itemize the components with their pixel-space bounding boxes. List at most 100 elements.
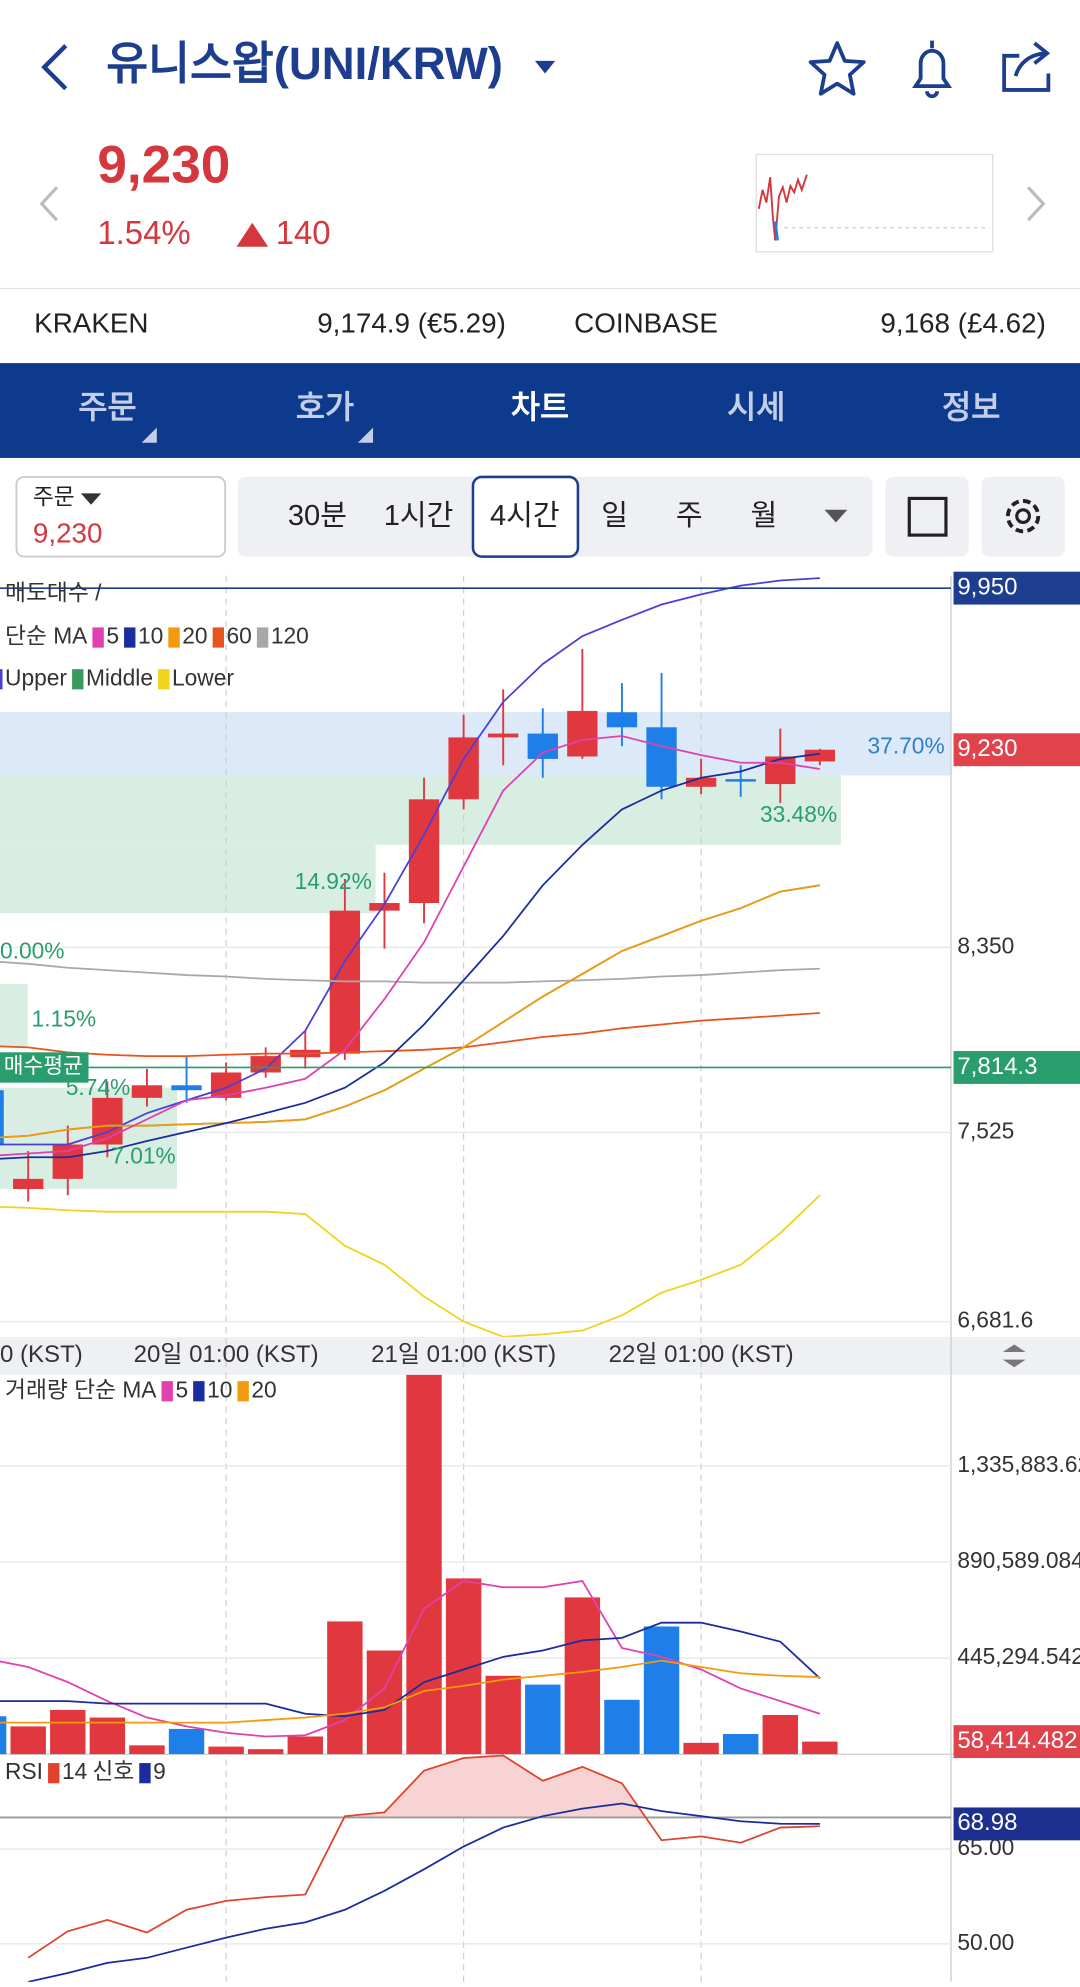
timeframe[interactable]: 월 xyxy=(750,499,777,532)
legend-label: 10 xyxy=(138,623,163,649)
volume-bar xyxy=(208,1746,244,1755)
title[interactable]: 유니스왑(UNI/KRW) xyxy=(106,38,503,89)
fib-label: 7.01% xyxy=(111,1142,176,1168)
order-caret xyxy=(80,493,102,505)
legend-label: 거래량 단순 MA xyxy=(5,1376,157,1402)
time-axis-band xyxy=(0,1336,1080,1375)
y-tick-label: 445,294.542 xyxy=(957,1643,1080,1669)
bell-icon[interactable] xyxy=(912,40,953,99)
tab[interactable]: 차트 xyxy=(511,389,569,425)
fib-zone xyxy=(0,844,376,914)
tab[interactable]: 호가 xyxy=(296,389,354,425)
candle-body xyxy=(448,737,479,800)
volume-bar xyxy=(247,1749,284,1755)
order-box[interactable] xyxy=(15,475,227,558)
timeframe[interactable]: 1시간 xyxy=(384,500,454,532)
title-caret[interactable] xyxy=(534,60,556,74)
volume-bar xyxy=(89,1717,126,1755)
series-line xyxy=(28,1802,820,1982)
tab[interactable]: 주문 xyxy=(78,389,136,425)
legend-label: 단순 MA xyxy=(5,623,88,649)
volume-bar xyxy=(406,1374,442,1755)
candle-body xyxy=(606,712,638,728)
legend-label: 120 xyxy=(271,623,309,649)
series-line xyxy=(0,752,820,1160)
legend-swatch xyxy=(92,627,104,648)
value-marker xyxy=(953,1051,1080,1084)
settings-button[interactable] xyxy=(981,476,1065,557)
series-line xyxy=(0,1012,820,1058)
legend-label: 5 xyxy=(106,623,119,649)
legend-label: 9 xyxy=(153,1758,166,1784)
candle-body xyxy=(52,1144,83,1179)
legend-top: 매도대수 / xyxy=(5,580,102,606)
candle-body xyxy=(13,1178,44,1189)
price: 9,230 xyxy=(97,135,230,194)
timeframe-caret[interactable] xyxy=(824,509,848,523)
x-tick-label: 22일 01:00 (KST) xyxy=(609,1341,794,1368)
volume-bar xyxy=(50,1709,86,1755)
value-marker xyxy=(953,1807,1080,1841)
legend-label: 20 xyxy=(182,623,207,649)
resize-handle[interactable] xyxy=(1002,1344,1026,1368)
volume-bar xyxy=(525,1684,561,1755)
volume-bar xyxy=(643,1626,680,1755)
layout-button[interactable] xyxy=(885,476,969,557)
order-price: 9,230 xyxy=(33,517,103,548)
y-tick-label: 6,681.6 xyxy=(957,1307,1033,1333)
legend-label: 14 xyxy=(62,1758,87,1784)
legend-label: 10 xyxy=(207,1376,232,1402)
fib-label: 0.00% xyxy=(0,937,65,963)
x-tick-label: 20일 01:00 (KST) xyxy=(134,1341,319,1368)
tabs: 주문 호가 차트 시세 정보 xyxy=(78,389,1000,425)
candle-body xyxy=(131,1085,163,1098)
series-line xyxy=(0,735,821,1157)
exchange-price: 9,174.9 (€5.29) xyxy=(317,308,506,339)
value-marker-label: 9,230 xyxy=(957,735,1017,762)
overlay: 0 (KST) 20일 01:00 (KST) 21일 01:00 (KST) 22일… xyxy=(0,571,1080,1955)
series-line xyxy=(27,1754,820,1959)
candle-body xyxy=(171,1085,202,1091)
series-line xyxy=(0,1194,821,1337)
x-tick-label: 21일 01:00 (KST) xyxy=(371,1341,556,1368)
tab[interactable]: 시세 xyxy=(727,389,785,425)
overbought-area xyxy=(28,1755,820,1818)
timeframe[interactable]: 30분 xyxy=(288,500,347,532)
next-button[interactable] xyxy=(1026,186,1046,222)
legend-label: 60 xyxy=(227,623,252,649)
tab-bar xyxy=(0,363,1080,458)
legend-swatch xyxy=(0,669,3,690)
timeframe[interactable]: 주 xyxy=(676,500,703,532)
prev-button[interactable] xyxy=(39,186,59,222)
star-icon[interactable] xyxy=(808,41,866,96)
volume-bar xyxy=(327,1621,363,1755)
timeframes: 30분 1시간 4시간 일 주 월 xyxy=(288,499,777,532)
legend-label: RSI xyxy=(5,1758,43,1784)
back-button[interactable] xyxy=(41,44,68,91)
legend-swatch xyxy=(158,669,170,690)
tag-label: 매수평균 xyxy=(4,1054,83,1078)
value-marker xyxy=(953,1725,1080,1759)
legend-swatch xyxy=(48,1763,60,1784)
candle-body xyxy=(646,727,677,787)
timeframe[interactable]: 4시간 xyxy=(490,500,560,532)
exchange-name: KRAKEN xyxy=(34,308,148,339)
mini-chart[interactable] xyxy=(755,153,994,253)
value-marker-label: 7,814.3 xyxy=(957,1053,1037,1080)
candle-body xyxy=(0,1090,4,1145)
share-icon[interactable] xyxy=(1002,41,1051,92)
volume-bar xyxy=(802,1741,838,1755)
fib-label: 37.70% xyxy=(868,733,945,759)
y-tick-label: 890,589.084 xyxy=(957,1547,1080,1573)
candle-body xyxy=(369,903,400,911)
tab[interactable]: 정보 xyxy=(942,389,1000,425)
timeframe[interactable]: 일 xyxy=(601,500,628,532)
volume-bar xyxy=(722,1733,759,1755)
volume-bar xyxy=(0,1716,7,1755)
value-marker-label: 68.98 xyxy=(957,1809,1017,1836)
exchange-price: 9,168 (£4.62) xyxy=(880,308,1045,339)
value-marker-label: 9,950 xyxy=(957,573,1017,600)
series-line xyxy=(0,1659,820,1724)
volume-bar xyxy=(287,1736,323,1755)
